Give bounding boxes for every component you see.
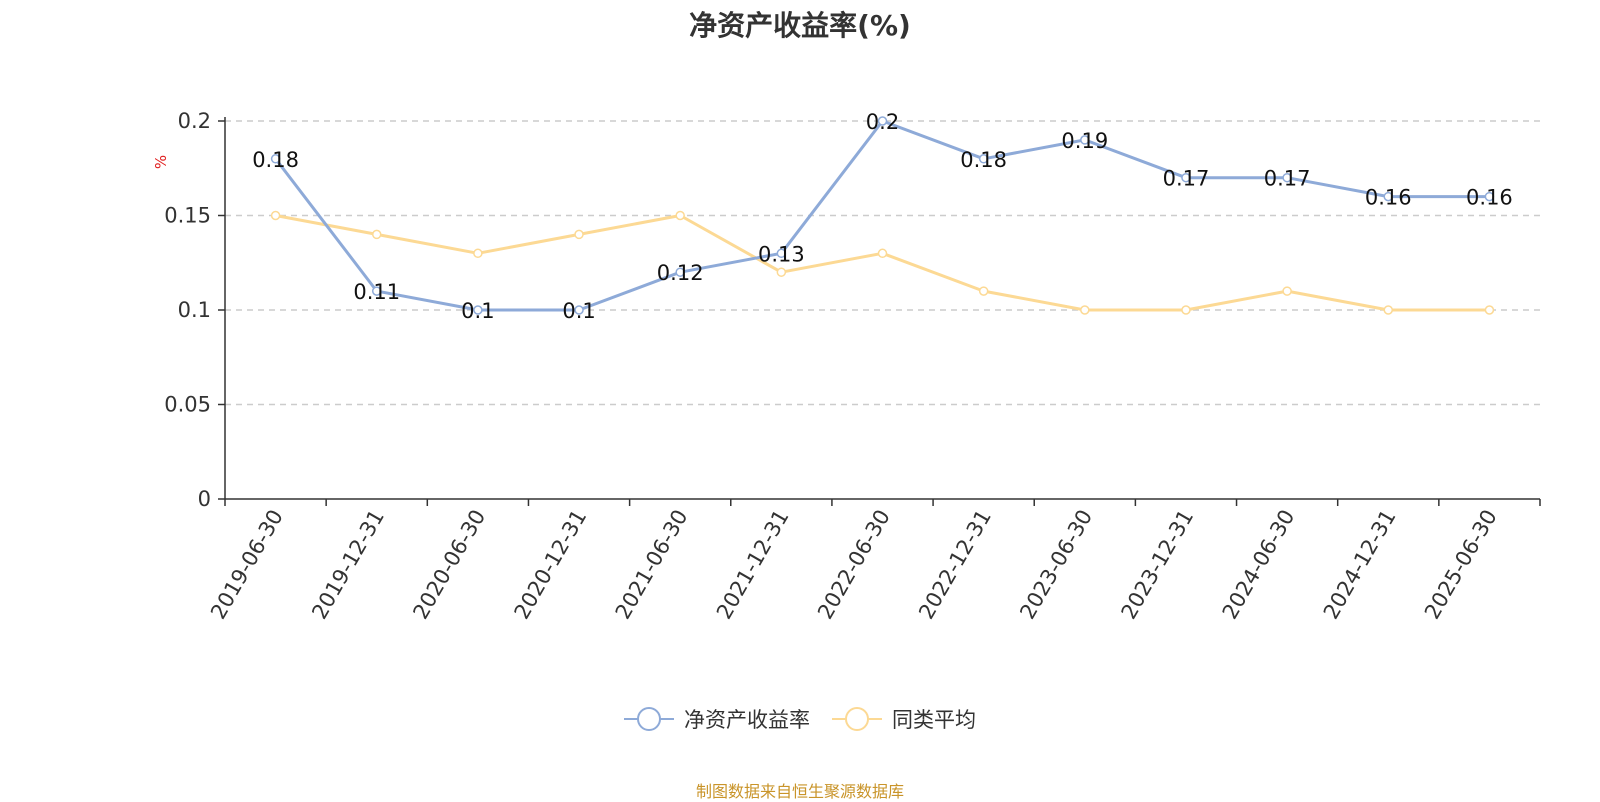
point-peer-average-9 (1181, 305, 1191, 315)
data-label-roe-5: 0.13 (758, 242, 805, 266)
point-roe-11 (1383, 191, 1394, 202)
data-label-roe-1: 0.11 (353, 280, 400, 304)
point-roe-5 (776, 248, 787, 259)
x-tick-label-8: 2023-06-30 (1015, 506, 1097, 624)
y-tick-label-1: 0.05 (164, 393, 211, 417)
source-footer: 制图数据来自恒生聚源数据库 (695, 782, 904, 801)
data-label-roe-0: 0.18 (252, 148, 299, 172)
x-tick-label-4: 2021-06-30 (611, 506, 693, 624)
legend-item-roe[interactable]: 净资产收益率 (624, 704, 810, 734)
y-tick-label-3: 0.15 (164, 204, 211, 228)
point-roe-6 (877, 116, 888, 126)
data-label-roe-7: 0.18 (960, 148, 1007, 172)
x-tick-label-1: 2019-12-31 (307, 506, 389, 624)
point-roe-7 (978, 154, 989, 164)
legend-item-peer-average[interactable]: 同类平均 (832, 704, 976, 734)
data-label-roe-6: 0.2 (866, 110, 899, 134)
x-tick-label-5: 2021-12-31 (712, 506, 794, 624)
point-peer-average-11 (1383, 305, 1394, 315)
y-tick-label-0: 0 (198, 487, 211, 511)
data-label-roe-4: 0.12 (657, 261, 704, 285)
point-roe-10 (1282, 172, 1292, 183)
x-tick-label-2: 2020-06-30 (408, 506, 490, 624)
point-peer-average-12 (1484, 305, 1495, 315)
data-label-roe-8: 0.19 (1061, 129, 1108, 153)
series-line-peer-average (275, 214, 1490, 312)
point-peer-average-1 (371, 229, 382, 240)
legend-label-roe: 净资产收益率 (684, 708, 810, 732)
point-peer-average-5 (776, 267, 787, 277)
point-peer-average-4 (675, 210, 685, 221)
x-tick-label-6: 2022-06-30 (813, 506, 895, 624)
data-label-roe-9: 0.17 (1163, 167, 1210, 191)
point-roe-9 (1181, 172, 1191, 183)
data-label-roe-11: 0.16 (1365, 186, 1412, 210)
data-label-roe-12: 0.16 (1466, 186, 1513, 210)
point-peer-average-7 (978, 286, 989, 296)
point-peer-average-0 (270, 210, 281, 221)
x-tick-label-11: 2024-12-31 (1319, 506, 1401, 624)
x-tick-label-0: 2019-06-30 (206, 506, 288, 624)
y-tick-label-2: 0.1 (178, 298, 211, 322)
point-peer-average-3 (574, 229, 584, 240)
point-roe-3 (574, 305, 584, 315)
y-tick-label-4: 0.2 (178, 109, 211, 133)
data-label-roe-3: 0.1 (562, 299, 595, 323)
x-tick-label-9: 2023-12-31 (1116, 506, 1198, 624)
data-label-roe-2: 0.1 (461, 299, 494, 323)
x-tick-label-10: 2024-06-30 (1218, 506, 1300, 624)
x-tick-label-12: 2025-06-30 (1420, 506, 1502, 624)
legend-swatch-roe (624, 707, 674, 731)
legend-label-peer-average: 同类平均 (892, 708, 976, 732)
y-axis-label: % (152, 155, 170, 169)
point-roe-12 (1484, 191, 1495, 202)
point-peer-average-6 (877, 248, 888, 259)
point-roe-4 (675, 267, 685, 277)
x-tick-label-7: 2022-12-31 (914, 506, 996, 624)
point-roe-1 (371, 286, 382, 296)
legend-swatch-peer-average (832, 707, 882, 731)
legend: 净资产收益率 同类平均 (0, 704, 1600, 734)
data-label-roe-10: 0.17 (1264, 167, 1311, 191)
point-peer-average-2 (473, 248, 483, 259)
point-peer-average-10 (1282, 286, 1292, 296)
chart-title: 净资产收益率(%) (689, 9, 911, 42)
x-tick-label-3: 2020-12-31 (510, 506, 592, 624)
point-roe-0 (270, 154, 281, 164)
point-roe-8 (1080, 135, 1090, 145)
point-roe-2 (473, 305, 483, 315)
point-peer-average-8 (1080, 305, 1090, 315)
